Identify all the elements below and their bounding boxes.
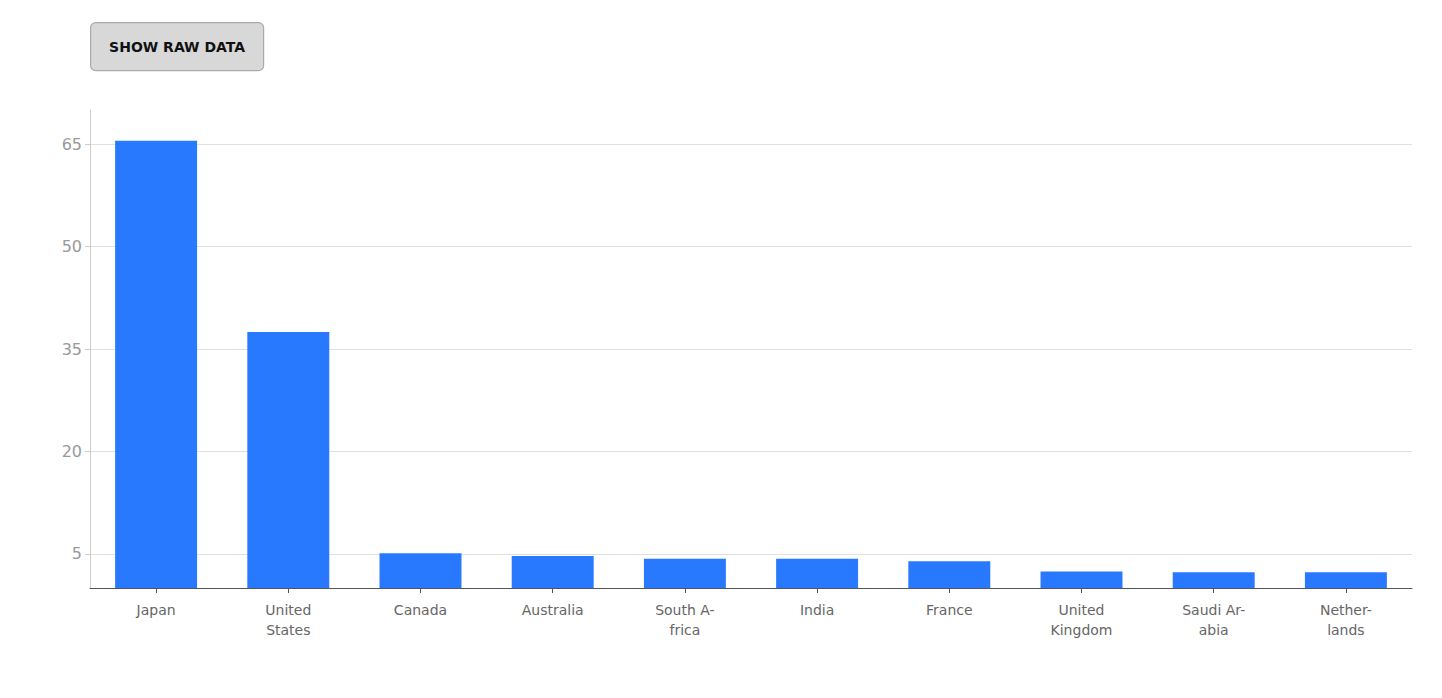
svg-text:United: United	[1059, 602, 1105, 618]
svg-text:Kingdom: Kingdom	[1051, 622, 1113, 638]
svg-text:frica: frica	[669, 622, 700, 638]
svg-text:65: 65	[62, 135, 82, 154]
svg-text:20: 20	[62, 442, 82, 461]
svg-text:Canada: Canada	[394, 602, 447, 618]
svg-text:lands: lands	[1327, 622, 1365, 638]
svg-text:States: States	[266, 622, 310, 638]
svg-text:South A-: South A-	[655, 602, 714, 618]
svg-text:Saudi Ar-: Saudi Ar-	[1182, 602, 1245, 618]
svg-text:35: 35	[62, 340, 82, 359]
svg-text:abia: abia	[1199, 622, 1229, 638]
svg-text:SHOW RAW DATA: SHOW RAW DATA	[109, 39, 245, 55]
svg-text:India: India	[800, 602, 834, 618]
svg-text:United: United	[265, 602, 311, 618]
svg-text:Japan: Japan	[136, 602, 176, 618]
svg-text:50: 50	[62, 237, 82, 256]
svg-text:Nether-: Nether-	[1320, 602, 1372, 618]
svg-text:France: France	[926, 602, 973, 618]
svg-text:Australia: Australia	[522, 602, 584, 618]
svg-text:5: 5	[72, 544, 82, 563]
